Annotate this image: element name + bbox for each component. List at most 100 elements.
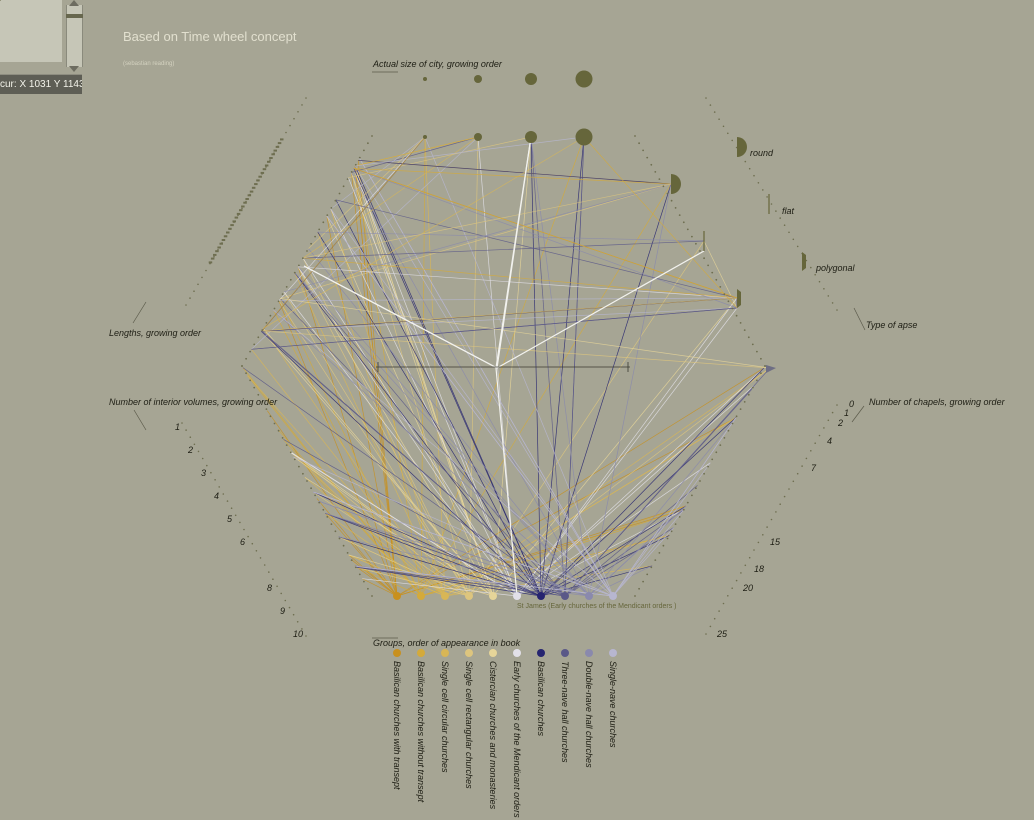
length-mark bbox=[271, 153, 275, 156]
axis-dot bbox=[650, 163, 653, 166]
axis-dot bbox=[218, 486, 220, 488]
axis-dot bbox=[338, 537, 341, 540]
city-size-node bbox=[575, 70, 593, 88]
axis-dot bbox=[201, 457, 204, 460]
axis-dot bbox=[739, 408, 742, 410]
volume-label: 9 bbox=[280, 606, 285, 616]
axis-dot bbox=[646, 573, 649, 576]
zoom-slider-handle[interactable] bbox=[66, 14, 83, 18]
axis-dot bbox=[770, 518, 773, 521]
axis-dot bbox=[740, 572, 742, 574]
axis-dot bbox=[707, 465, 709, 468]
zoom-slider-track[interactable] bbox=[66, 5, 83, 67]
axis-dot bbox=[814, 273, 816, 276]
chapel-label: 7 bbox=[811, 463, 817, 473]
axis-dot bbox=[288, 606, 291, 609]
connection-line bbox=[444, 565, 653, 597]
axis-dot bbox=[748, 556, 751, 559]
connection-line bbox=[348, 554, 398, 597]
axis-dot bbox=[788, 231, 790, 234]
chapel-label: 4 bbox=[827, 436, 832, 446]
axis-dot bbox=[189, 436, 192, 439]
chevron-down-icon[interactable] bbox=[69, 66, 79, 72]
connection-line bbox=[540, 367, 765, 597]
round-apse-icon bbox=[737, 137, 747, 157]
axis-dot bbox=[638, 587, 640, 590]
connection-line bbox=[330, 136, 426, 210]
connection-line bbox=[540, 505, 687, 597]
connection-line bbox=[261, 297, 738, 332]
group-legend-swatch bbox=[609, 649, 617, 657]
axis-dot bbox=[760, 372, 762, 375]
length-mark bbox=[267, 160, 271, 163]
group-legend-label: Basilican churches bbox=[536, 661, 546, 737]
axis-dot bbox=[753, 174, 755, 177]
axis-dot bbox=[827, 419, 830, 422]
connection-line bbox=[283, 439, 566, 597]
axis-title-groups: Groups, order of appearance in book bbox=[373, 638, 521, 648]
connection-line bbox=[396, 509, 685, 597]
axis-dot bbox=[744, 160, 747, 163]
axis-dot bbox=[751, 343, 754, 346]
connection-line bbox=[279, 298, 422, 597]
axis-dot bbox=[731, 422, 734, 425]
axis-dot bbox=[197, 283, 199, 286]
apse-label-flat: flat bbox=[782, 206, 795, 216]
connection-line bbox=[261, 330, 566, 597]
volume-label: 1 bbox=[175, 422, 180, 432]
axis-dot bbox=[779, 503, 781, 506]
length-mark bbox=[241, 205, 245, 208]
axis-title-apse: Type of apse bbox=[866, 320, 917, 330]
connection-line bbox=[354, 565, 398, 597]
length-mark bbox=[280, 138, 284, 141]
city-size-node bbox=[525, 73, 537, 85]
connection-line bbox=[516, 307, 738, 597]
connection-line bbox=[351, 136, 479, 173]
axis-dot bbox=[197, 450, 200, 453]
axis-dot bbox=[265, 408, 268, 410]
length-mark bbox=[264, 164, 269, 167]
connection-line bbox=[540, 136, 585, 597]
connection-line bbox=[261, 330, 494, 597]
connection-line bbox=[335, 199, 542, 597]
connection-line bbox=[588, 183, 672, 597]
group-node bbox=[537, 592, 545, 600]
connection-line bbox=[564, 136, 585, 597]
axis-dot bbox=[719, 286, 722, 288]
connection-line bbox=[353, 167, 738, 299]
length-mark bbox=[269, 157, 273, 159]
connection-line bbox=[263, 328, 494, 597]
polygonal-apse-icon bbox=[737, 289, 741, 308]
axis-dot bbox=[310, 242, 312, 245]
axis-dot bbox=[226, 500, 229, 502]
group-node bbox=[417, 592, 425, 600]
axis-dot bbox=[314, 494, 316, 497]
axis-dot bbox=[796, 245, 799, 248]
axis-dot bbox=[371, 135, 373, 137]
axis-dots bbox=[0, 0, 838, 637]
connection-line bbox=[318, 500, 590, 597]
length-mark bbox=[262, 168, 267, 171]
chapel-label: 18 bbox=[754, 564, 764, 574]
group-node bbox=[489, 592, 497, 600]
axis-dot bbox=[306, 250, 308, 252]
cursor-readout: cur: X 1031 Y 1143 bbox=[0, 74, 82, 94]
axis-dot bbox=[699, 480, 701, 482]
connection-line bbox=[612, 417, 736, 597]
connection-line bbox=[530, 136, 590, 597]
axis-dot bbox=[699, 250, 701, 252]
axis-dot bbox=[322, 508, 325, 511]
length-mark bbox=[251, 186, 256, 189]
connection-line bbox=[424, 136, 446, 597]
connection-line bbox=[354, 165, 422, 597]
connection-line bbox=[355, 565, 422, 597]
city-size-node bbox=[423, 135, 427, 139]
chevron-up-icon[interactable] bbox=[69, 0, 79, 6]
axis-dot bbox=[735, 579, 738, 582]
axis-dot bbox=[346, 552, 349, 554]
connection-line bbox=[351, 172, 590, 597]
axis-dot bbox=[775, 511, 777, 513]
axis-dot bbox=[257, 393, 260, 396]
axis-dot bbox=[814, 442, 816, 445]
axis-dot bbox=[214, 479, 216, 481]
